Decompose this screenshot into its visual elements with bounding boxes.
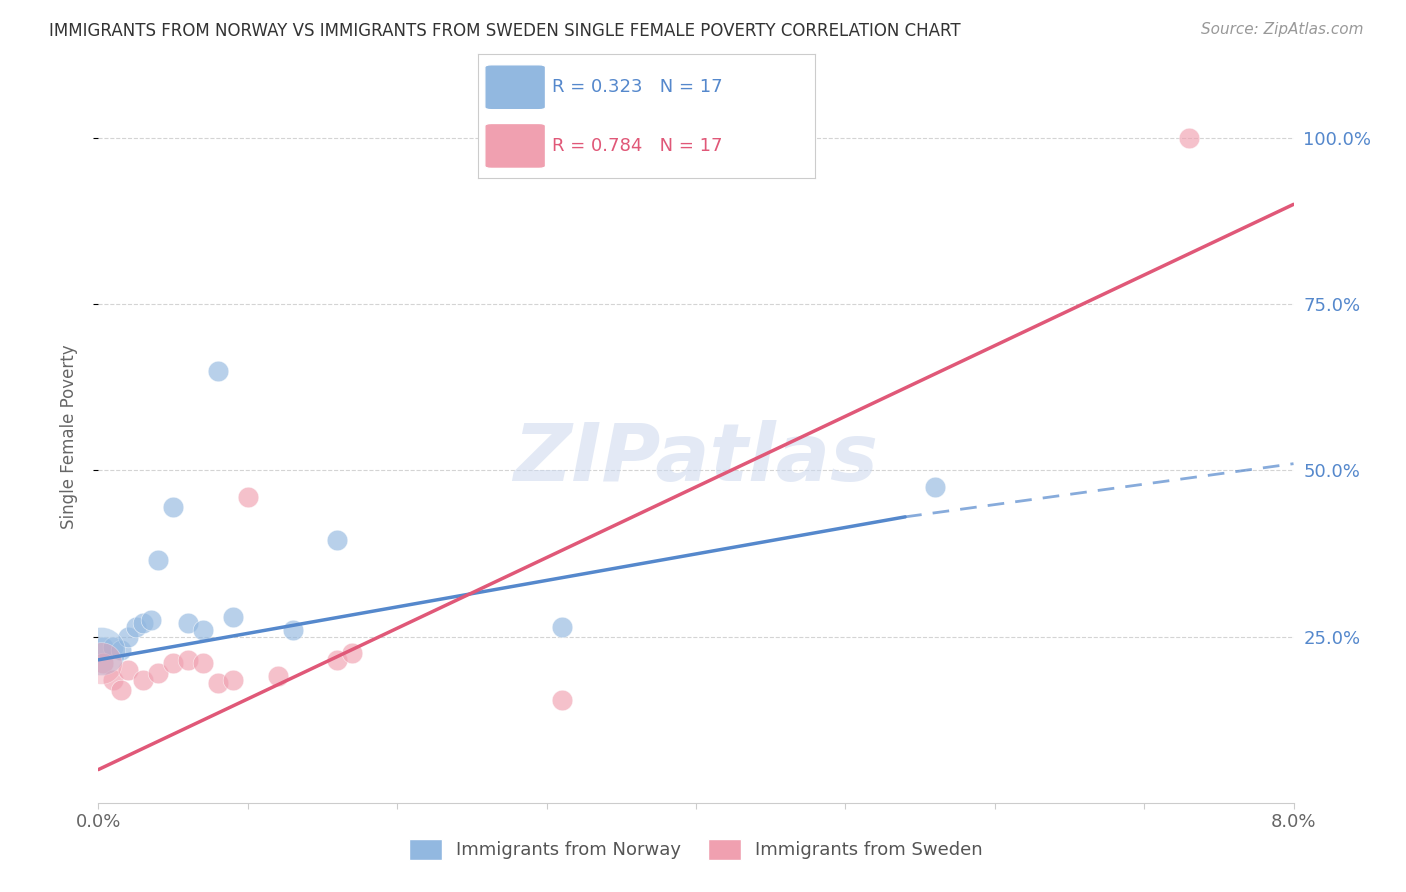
FancyBboxPatch shape [485,123,546,169]
Point [117,663,139,677]
Point [90,656,112,670]
Point [1178,131,1201,145]
Point [177,653,200,667]
Legend: Immigrants from Norway, Immigrants from Sweden: Immigrants from Norway, Immigrants from … [402,831,990,867]
Point [207,676,229,690]
Text: R = 0.784   N = 17: R = 0.784 N = 17 [553,137,723,155]
FancyBboxPatch shape [485,65,546,110]
Text: IMMIGRANTS FROM NORWAY VS IMMIGRANTS FROM SWEDEN SINGLE FEMALE POVERTY CORRELATI: IMMIGRANTS FROM NORWAY VS IMMIGRANTS FRO… [49,22,960,40]
Text: R = 0.323   N = 17: R = 0.323 N = 17 [553,78,723,96]
Point [191,623,214,637]
Point [924,480,946,494]
Point [281,623,304,637]
Point [91,640,114,654]
Y-axis label: Single Female Poverty: Single Female Poverty [59,345,77,529]
Point [191,656,214,670]
Point [177,616,200,631]
Point [326,533,349,548]
Point [267,669,290,683]
Point [207,363,229,377]
Point [222,609,245,624]
Text: Source: ZipAtlas.com: Source: ZipAtlas.com [1201,22,1364,37]
Point [550,619,572,633]
Text: ZIPatlas: ZIPatlas [513,420,879,498]
Point [132,616,155,631]
Point [162,656,184,670]
Point [139,613,162,627]
Point [91,656,114,670]
Point [148,666,170,681]
Point [103,673,125,687]
Point [125,619,148,633]
Point [148,553,170,567]
Point [236,490,259,504]
Point [162,500,184,514]
Point [103,640,125,654]
Point [90,644,112,658]
Point [132,673,155,687]
Point [342,646,364,660]
Point [117,630,139,644]
Point [326,653,349,667]
Point [110,682,132,697]
Point [222,673,245,687]
Point [110,643,132,657]
Point [550,692,572,706]
